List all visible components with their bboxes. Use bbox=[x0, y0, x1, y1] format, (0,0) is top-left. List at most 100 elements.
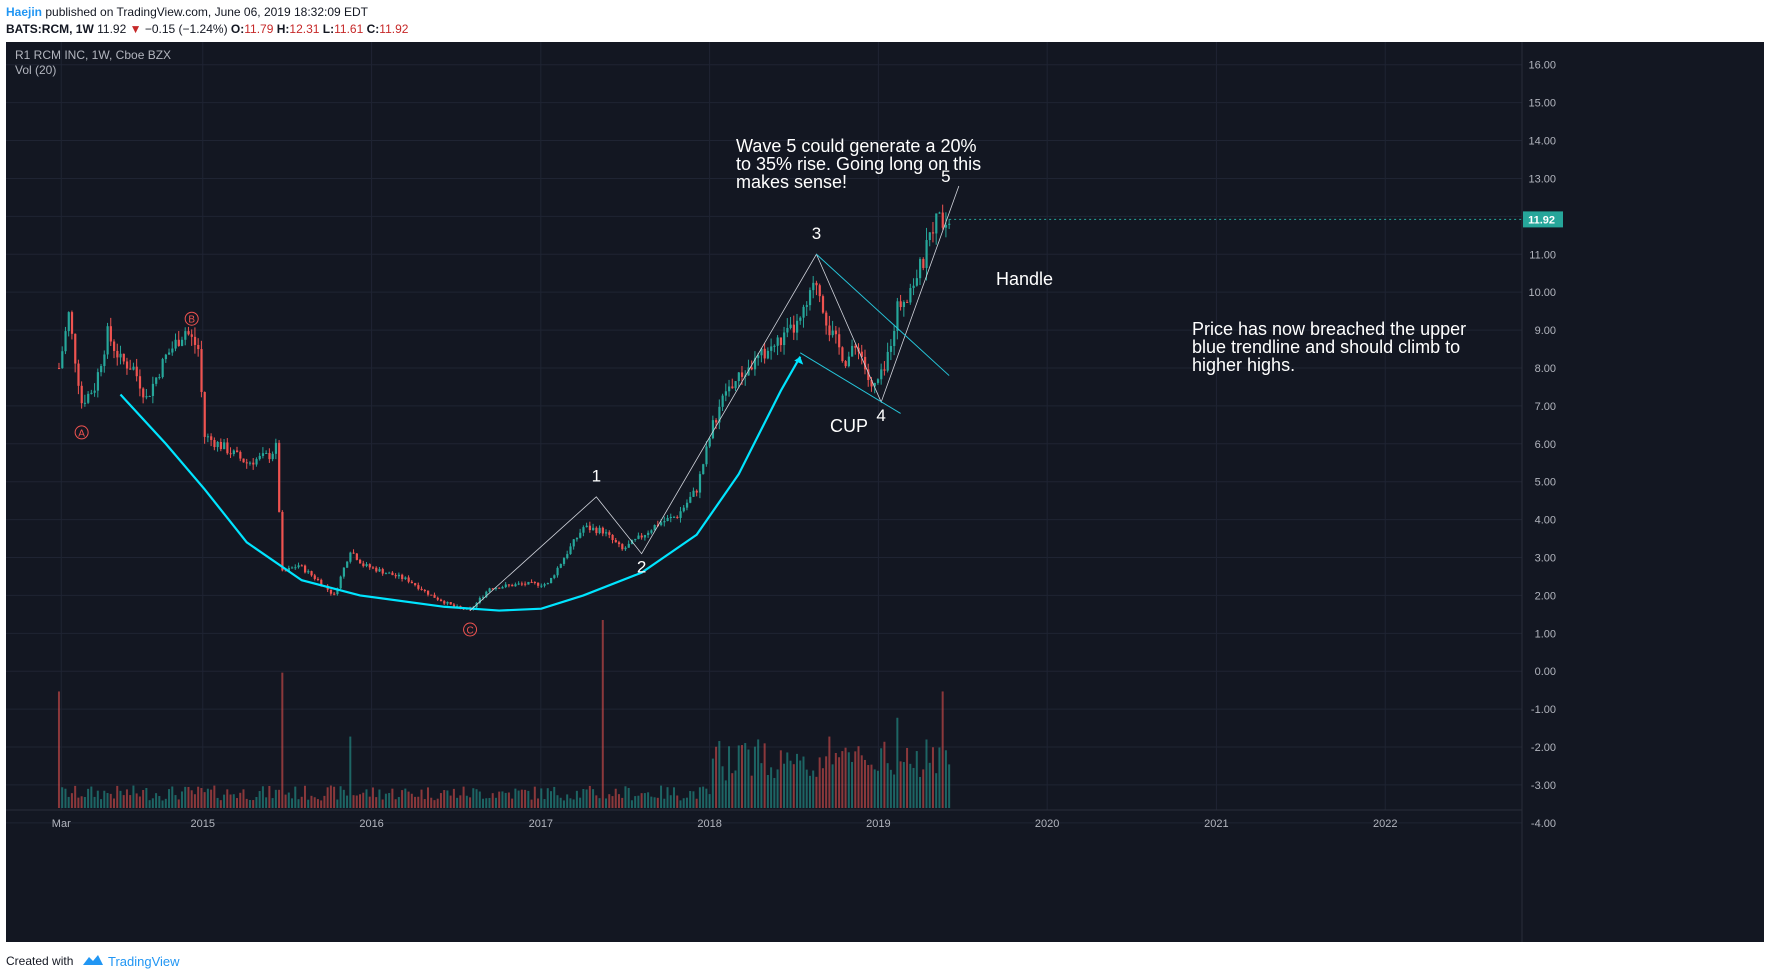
candle-body bbox=[255, 459, 258, 465]
volume-bar bbox=[174, 795, 177, 808]
candle-body bbox=[368, 564, 371, 568]
candle-body bbox=[494, 587, 498, 589]
volume-bar bbox=[533, 786, 536, 808]
volume-bar bbox=[168, 789, 171, 808]
volume-bar bbox=[524, 789, 527, 808]
handle-annotation: Handle bbox=[996, 269, 1053, 289]
volume-bar bbox=[834, 753, 837, 808]
volume-bar bbox=[796, 753, 799, 808]
volume-bar bbox=[915, 751, 918, 808]
candle-body bbox=[786, 327, 789, 333]
ohlc-line: BATS:RCM, 1W 11.92 ▼ −0.15 (−1.24%) O:11… bbox=[6, 22, 408, 36]
candle-body bbox=[899, 301, 902, 308]
time-axis[interactable]: Mar 2015 2016 2017 2018 2019 2020 2021 2022 bbox=[6, 809, 1522, 830]
volume-bar bbox=[851, 761, 854, 808]
candle-body bbox=[919, 259, 922, 279]
volume-bar bbox=[155, 793, 158, 808]
candle-body bbox=[430, 594, 433, 596]
candle-body bbox=[449, 602, 452, 605]
candle-body bbox=[439, 599, 443, 602]
candle-body bbox=[303, 565, 307, 573]
volume-bar bbox=[698, 787, 701, 808]
volume-bar bbox=[737, 745, 740, 808]
candle-body bbox=[232, 450, 235, 455]
price-tick-label: 14.00 bbox=[1528, 136, 1556, 148]
volume-bar bbox=[420, 789, 423, 808]
volume-bar bbox=[197, 786, 200, 808]
candle-body bbox=[721, 395, 724, 407]
volume-bar bbox=[883, 741, 886, 808]
footer-brand[interactable]: TradingView bbox=[108, 954, 180, 969]
volume-bar bbox=[397, 797, 400, 808]
cup-arrow-icon bbox=[794, 356, 804, 365]
volume-bar bbox=[695, 798, 698, 808]
volume-bar bbox=[614, 788, 617, 808]
volume-bar bbox=[873, 769, 876, 808]
volume-bar bbox=[540, 788, 543, 808]
price-change: −0.15 (−1.24%) bbox=[144, 22, 228, 36]
candle-body bbox=[336, 588, 339, 595]
time-tick-label: 2017 bbox=[529, 818, 553, 830]
candle-body bbox=[569, 546, 572, 555]
volume-bar bbox=[740, 745, 743, 808]
price-chart[interactable]: A B C 1 2 3 4 5 Wave 5 could generate a 20%to 35… bbox=[6, 42, 1764, 942]
chart-area[interactable]: A B C 1 2 3 4 5 Wave 5 could generate a 20% to 35… bbox=[6, 42, 1764, 942]
open-value: 11.79 bbox=[244, 22, 274, 36]
candle-body bbox=[579, 532, 582, 538]
volume-bar bbox=[352, 795, 355, 808]
volume-bar bbox=[728, 746, 731, 808]
candle-body bbox=[210, 436, 213, 440]
volume-bar bbox=[223, 794, 226, 808]
author-name[interactable]: Haejin bbox=[6, 5, 43, 19]
volume-bar bbox=[375, 797, 378, 808]
candle-body bbox=[572, 539, 575, 547]
candle-body bbox=[423, 589, 426, 591]
candle-body bbox=[316, 578, 320, 580]
volume-bar bbox=[90, 786, 93, 808]
candle-body bbox=[931, 232, 935, 234]
wave5-annotation-line: to 35% rise. Going long on this bbox=[736, 154, 981, 174]
candle-body bbox=[504, 584, 507, 588]
candle-body bbox=[265, 452, 268, 454]
volume-bar bbox=[436, 798, 439, 808]
candle-body bbox=[64, 331, 67, 352]
volume-bar bbox=[669, 795, 672, 808]
volume-bar bbox=[799, 760, 802, 808]
price-tick-label: 13.00 bbox=[1528, 173, 1556, 185]
volume-bar bbox=[595, 795, 598, 808]
price-tick-label: 10.00 bbox=[1528, 287, 1556, 299]
volume-bar bbox=[193, 794, 196, 808]
volume-bar bbox=[443, 790, 446, 808]
price-tick-label: 1.00 bbox=[1535, 628, 1556, 640]
volume-bar bbox=[660, 785, 663, 808]
volume-bar bbox=[792, 764, 795, 808]
volume-bar bbox=[297, 799, 300, 808]
wave-label-2: 2 bbox=[637, 558, 646, 577]
candle-body bbox=[456, 606, 459, 608]
candle-body bbox=[728, 386, 731, 392]
volume-bar bbox=[608, 794, 611, 808]
candle-body bbox=[339, 576, 342, 589]
volume-bar bbox=[342, 789, 345, 808]
candle-body bbox=[501, 587, 504, 589]
volume-bar bbox=[401, 790, 404, 808]
footer-created-text: Created with bbox=[6, 954, 74, 968]
volume-bar bbox=[414, 796, 417, 808]
volume-bar bbox=[355, 795, 358, 808]
price-axis[interactable]: 16.0015.0014.0013.0012.0011.0010.009.008… bbox=[949, 42, 1563, 942]
volume-bar bbox=[702, 786, 705, 808]
candle-body bbox=[562, 558, 566, 564]
candle-body bbox=[239, 452, 242, 459]
candle-body bbox=[766, 350, 770, 359]
candle-body bbox=[883, 369, 886, 371]
candle-body bbox=[705, 446, 708, 465]
candle-body bbox=[517, 583, 520, 585]
time-tick-label: 2021 bbox=[1204, 818, 1228, 830]
footer: Created with TradingView bbox=[0, 942, 1770, 978]
candle-body bbox=[731, 386, 734, 389]
volume-bar bbox=[838, 757, 841, 808]
volume-bar bbox=[760, 763, 763, 808]
volume-bar bbox=[449, 795, 452, 808]
candle-body bbox=[132, 366, 135, 370]
candle-body bbox=[122, 353, 125, 362]
